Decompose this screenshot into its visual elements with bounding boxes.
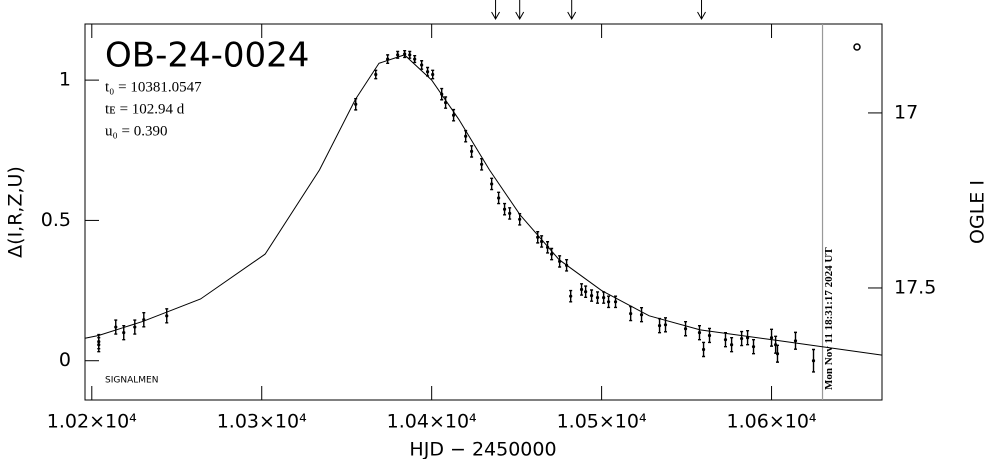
data-point	[751, 345, 756, 349]
data-point	[811, 359, 816, 363]
annotation: tᴇ = 102.94 d	[105, 101, 185, 117]
footnote: SIGNALMEN	[105, 376, 158, 386]
x-tick-label: 1.06×10⁴	[727, 411, 817, 433]
data-point	[606, 300, 611, 304]
data-point	[425, 70, 430, 74]
data-point	[602, 295, 606, 300]
data-point	[697, 331, 702, 335]
data-point	[569, 294, 573, 298]
data-point	[431, 72, 435, 77]
data-point	[420, 63, 424, 67]
data-point	[657, 324, 662, 328]
now-label: Mon Nov 11 18:31:17 2024 UT	[823, 247, 835, 390]
data-point	[480, 162, 484, 166]
data-point	[508, 211, 512, 216]
x-tick-label: 1.04×10⁴	[387, 411, 477, 433]
data-point	[723, 338, 728, 342]
data-point	[589, 294, 594, 298]
data-point	[683, 327, 688, 331]
data-point	[740, 336, 744, 341]
y2-tick-label: 17.5	[894, 276, 936, 298]
data-point	[793, 339, 798, 343]
data-point	[730, 343, 734, 347]
data-point	[518, 217, 522, 221]
chart-title: OB-24-0024	[105, 36, 309, 76]
y2-tick-label: 17	[894, 101, 918, 123]
arrow	[567, 0, 577, 21]
data-point	[165, 314, 169, 318]
data-point	[595, 295, 600, 300]
data-point	[497, 196, 501, 200]
data-point	[114, 325, 118, 329]
data-point	[769, 336, 774, 340]
data-point	[545, 245, 550, 249]
data-point	[374, 72, 378, 77]
y2-axis-label: OGLE I	[967, 180, 986, 244]
data-point	[122, 331, 126, 335]
data-point	[629, 311, 633, 316]
y-tick-label: 0	[59, 349, 71, 371]
marker	[853, 43, 861, 51]
data-point	[490, 182, 494, 186]
data-point	[502, 207, 507, 211]
data-point	[470, 149, 474, 153]
plot-frame	[84, 23, 883, 401]
data-point	[707, 333, 712, 338]
data-point	[550, 252, 554, 256]
data-point	[663, 323, 668, 327]
x-tick-label: 1.05×10⁴	[557, 411, 647, 433]
data-point	[613, 300, 618, 304]
annotation: u₀ = 0.390	[105, 123, 167, 139]
data-point	[413, 57, 417, 61]
data-point	[639, 313, 644, 317]
data-point	[701, 347, 706, 352]
data-point	[408, 53, 412, 57]
data-point	[97, 340, 101, 344]
data-point	[354, 102, 358, 106]
x-axis-label: HJD − 2450000	[409, 439, 556, 459]
arrow	[491, 0, 500, 21]
x-tick-label: 1.02×10⁴	[47, 411, 137, 433]
x-tick-label: 1.03×10⁴	[217, 411, 307, 433]
data-point	[464, 134, 468, 138]
arrow	[697, 0, 706, 21]
data-point	[396, 53, 400, 57]
data-point	[579, 287, 584, 292]
data-point	[451, 113, 456, 117]
arrow	[515, 0, 525, 21]
data-point	[584, 290, 588, 294]
model-curve	[84, 54, 883, 356]
data-point	[775, 352, 780, 356]
data-point	[133, 325, 137, 329]
y-axis-label: Δ(I,R,Z,U)	[5, 166, 27, 258]
y-tick-label: 0.5	[41, 209, 71, 231]
y-tick-label: 1	[59, 69, 71, 91]
annotation: t₀ = 10381.0547	[105, 79, 202, 95]
